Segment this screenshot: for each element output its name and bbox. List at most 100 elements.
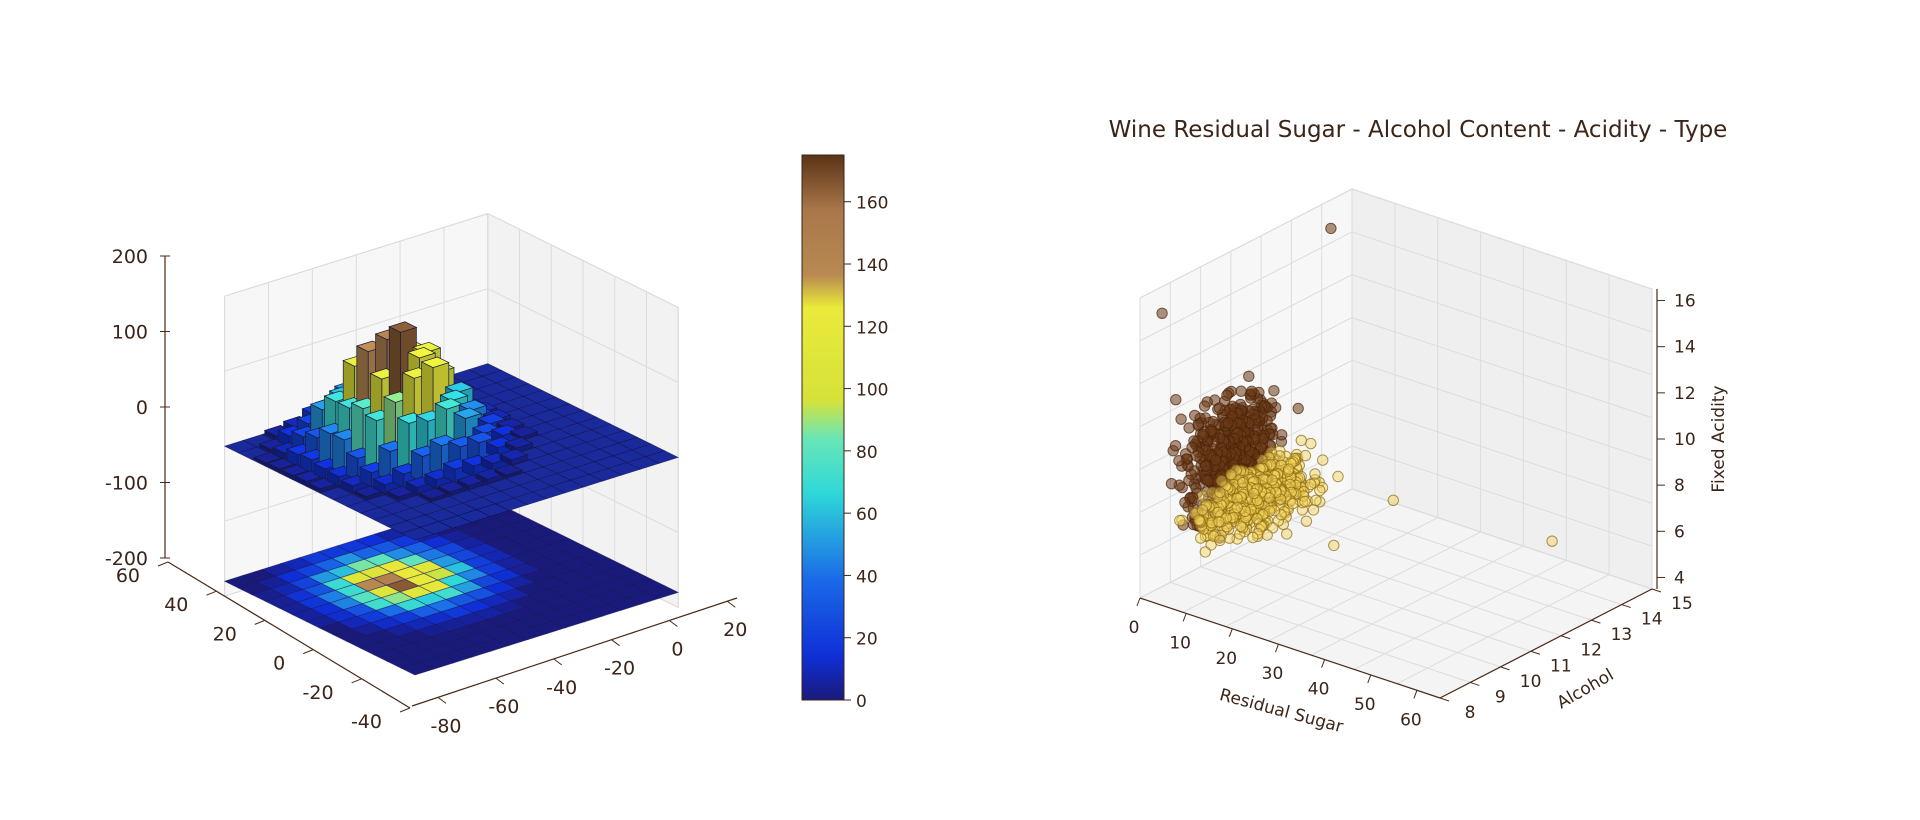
bar [499, 448, 529, 466]
scatter-point [1169, 440, 1182, 452]
x-tick-label: -20 [604, 658, 635, 680]
y-axis-line [167, 561, 411, 709]
scatter-point [1546, 535, 1558, 547]
x-tick [669, 620, 678, 627]
scatter-point [1183, 422, 1195, 434]
z-tick-label: 16 [1674, 292, 1696, 312]
x-tick [437, 696, 447, 704]
scatter-point [1207, 415, 1219, 428]
scatter-point [1221, 389, 1233, 401]
scatter-point [1247, 531, 1259, 544]
bar-top [466, 431, 496, 444]
y-tick-label: -40 [351, 711, 382, 733]
scatter-point [1332, 470, 1344, 483]
x-tick-label: 0 [1129, 618, 1140, 638]
scatter-point [1214, 486, 1226, 499]
colorbar-ticks: 160 140 120 100 80 60 40 20 0 [844, 194, 888, 712]
y-tick-label: 14 [1641, 610, 1663, 630]
scatter-point [1195, 532, 1207, 544]
scatter-point [1199, 546, 1212, 558]
bar-top [439, 389, 469, 401]
z-tick-label: -200 [105, 548, 148, 570]
x-tick-label: -40 [546, 677, 577, 699]
scatter-point [1295, 434, 1308, 447]
colorbar-tick-label: 100 [856, 381, 888, 401]
x-tick [1228, 628, 1233, 637]
y-tick-label: 40 [164, 594, 188, 616]
z-tick-label: 14 [1674, 338, 1696, 358]
scatter-point [1199, 460, 1212, 472]
y-tick-label: 10 [1520, 672, 1542, 692]
scatter-point [1300, 515, 1313, 527]
x-tick [553, 658, 563, 666]
scatter-point [1325, 222, 1337, 235]
scatter-point [1268, 385, 1280, 397]
scatter-point [1173, 455, 1185, 467]
scatter-point [1236, 522, 1249, 534]
x-tick-label: 50 [1354, 695, 1376, 715]
scatter-point [1257, 509, 1269, 521]
scatter-point [1156, 307, 1168, 319]
scatter-point [1314, 484, 1326, 497]
x-tick-label: 10 [1169, 633, 1191, 653]
x-tick [611, 639, 620, 647]
floor-cell [644, 585, 680, 599]
scatter-point [1246, 385, 1258, 397]
bar-top [509, 425, 539, 438]
bar3d-floor-heatmap [223, 498, 680, 676]
scatter-point [1216, 475, 1228, 487]
x-tick-label: 40 [1308, 680, 1330, 700]
bar-top [407, 347, 437, 359]
surface-cell [644, 450, 680, 464]
scatter-point [1292, 402, 1304, 415]
chart-title: Wine Residual Sugar - Alcohol Content - … [1109, 117, 1728, 143]
z-tick-label: 12 [1674, 384, 1696, 404]
scatter-point [1183, 474, 1195, 487]
x-tick-label: -80 [430, 715, 461, 737]
bar-top [493, 464, 523, 476]
x-tick-label: 30 [1262, 664, 1284, 684]
bar [493, 464, 523, 479]
y-tick-label: 8 [1465, 703, 1476, 723]
y-tick-label: 12 [1580, 641, 1602, 661]
x-axis-line [1139, 597, 1441, 699]
bar-top [504, 437, 534, 449]
colorbar-tick-label: 40 [856, 567, 878, 587]
x-tick-label: 0 [671, 638, 683, 660]
scatter-point [1317, 454, 1329, 466]
y-tick-label: 0 [273, 653, 285, 675]
grid-line [1139, 488, 1653, 599]
scatter-point [1283, 463, 1295, 475]
scatter3d-chart: Wine Residual Sugar - Alcohol Content - … [1109, 117, 1729, 737]
colorbar-tick-label: 20 [856, 630, 878, 650]
scatter-point [1263, 492, 1276, 504]
scatter-point [1310, 494, 1322, 506]
x-tick [1274, 643, 1279, 653]
y-tick-label: 15 [1671, 594, 1693, 614]
scatter-point [1305, 478, 1317, 491]
x-tick [1321, 659, 1326, 668]
grid-line [1139, 188, 1653, 299]
x-tick [1367, 674, 1372, 684]
colorbar-tick-label: 120 [856, 318, 888, 338]
x-tick [495, 677, 505, 685]
grid-line [1139, 317, 1653, 428]
y-tick [399, 707, 411, 713]
scatter-point [1231, 501, 1243, 514]
x-tick [726, 600, 736, 608]
scatter-point [1170, 394, 1182, 406]
bar-top [477, 413, 507, 425]
y-axis-line [1439, 588, 1653, 699]
scatter-point [1248, 487, 1260, 500]
bar-top [458, 399, 488, 411]
y-tick-label: 20 [213, 623, 237, 645]
colorbar-tick-label: 160 [856, 194, 888, 214]
scatter-point [1237, 477, 1249, 489]
y-tick [157, 561, 169, 567]
y-tick [1439, 697, 1450, 702]
scatter-point [1222, 417, 1234, 429]
z-tick-label: 8 [1674, 476, 1685, 496]
scatter-point [1309, 468, 1321, 480]
scatter-point [1231, 492, 1243, 505]
